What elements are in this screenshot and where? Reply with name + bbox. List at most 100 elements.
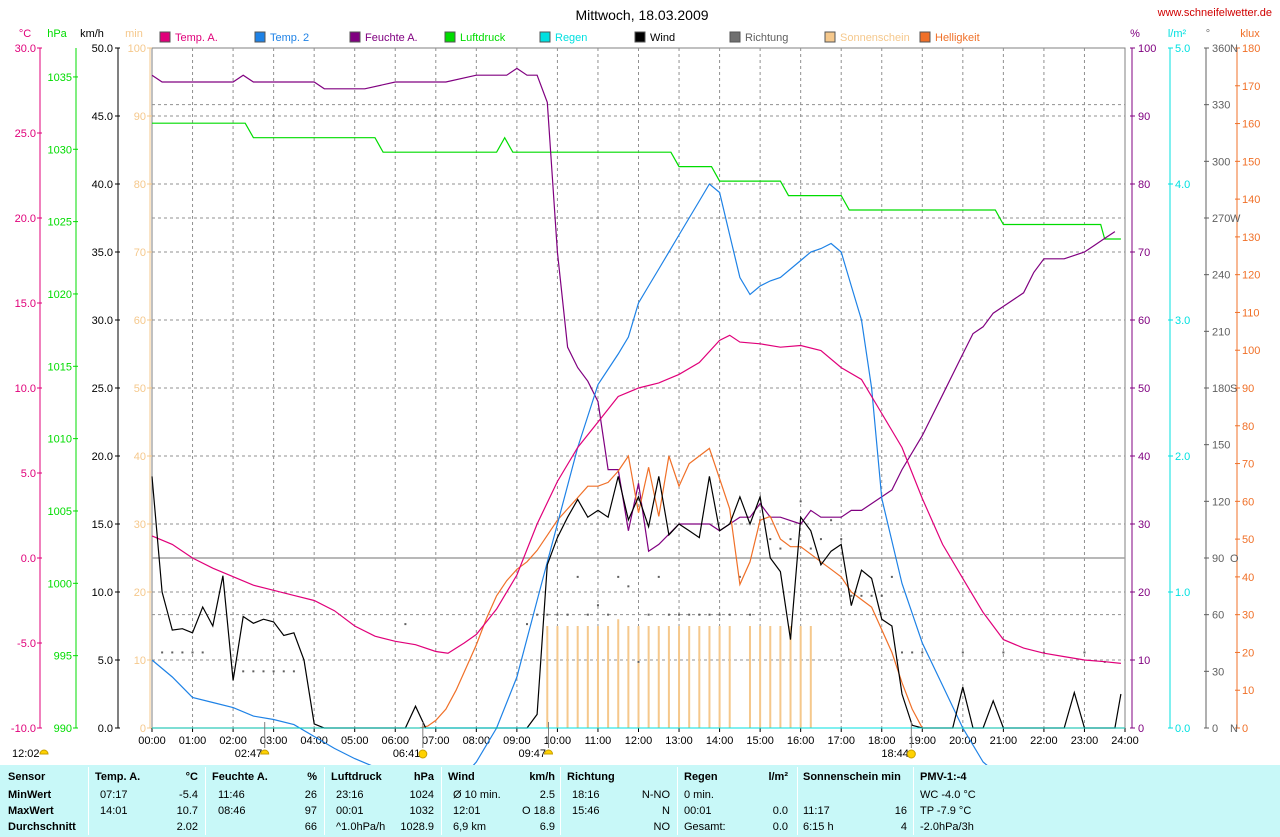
direction-dot	[191, 651, 194, 654]
stats-sunshine-time: 11:17	[803, 805, 830, 817]
axis-tick-label-sun_min: 90	[134, 111, 146, 123]
axis-tick-label-wind: 15.0	[92, 519, 113, 531]
axis-tick-label-direction: 300	[1212, 156, 1230, 168]
axis-tick-label-brightness: 130	[1242, 232, 1260, 244]
x-tick-label: 15:00	[746, 735, 774, 747]
legend-label-pressure: Luftdruck	[460, 32, 506, 44]
direction-dot	[586, 613, 589, 616]
stats-humidity-time: 11:46	[218, 789, 245, 801]
axis-tick-label-humidity: 30	[1138, 519, 1150, 531]
series-line-temp_2	[151, 183, 988, 765]
direction-dot	[546, 613, 549, 616]
direction-dot	[921, 651, 924, 654]
axis-tick-label-brightness: 70	[1242, 459, 1254, 471]
axis-tick-label-wind: 10.0	[92, 587, 113, 599]
series-line-pressure	[152, 122, 1121, 240]
stats-rain-time: Gesamt:	[684, 821, 726, 833]
axis-tick-label-direction: 120	[1212, 496, 1230, 508]
series-line-brightness	[152, 447, 1125, 729]
legend-swatch-wind	[634, 31, 646, 43]
axis-tick-label-brightness: 90	[1242, 383, 1254, 395]
axis-tick-label-direction: 0	[1212, 723, 1218, 735]
axis-tick-label-humidity: 80	[1138, 179, 1150, 191]
axis-tick-label-temp: 30.0	[15, 43, 36, 55]
stats-temp-time: 07:17	[100, 789, 128, 801]
x-tick-label: 06:00	[381, 735, 409, 747]
stats-pressure-time: ^1.0hPa/h	[336, 821, 386, 833]
axis-tick-label-brightness: 0	[1242, 723, 1248, 735]
direction-dot	[201, 651, 204, 654]
x-tick-label: 00:00	[138, 735, 166, 747]
direction-dot	[809, 547, 812, 550]
axis-tick-label-direction: 240	[1212, 270, 1230, 282]
stats-pmv-value: WC -4.0 °C	[920, 789, 976, 801]
time-marker-label: 09:47	[518, 748, 546, 760]
axis-tick-label-humidity: 90	[1138, 111, 1150, 123]
direction-dot	[708, 613, 711, 616]
axis-tick-label-brightness: 30	[1242, 610, 1254, 622]
site-url: www.schneifelwetter.de	[1157, 7, 1272, 19]
direction-dot	[890, 575, 893, 578]
x-tick-label: 02:00	[219, 735, 247, 747]
direction-dot	[728, 613, 731, 616]
sun-icon	[906, 749, 916, 759]
direction-dot	[596, 604, 599, 607]
axis-unit-label: °	[1206, 28, 1210, 40]
axis-tick-label-sun_min: 40	[134, 451, 146, 463]
stats-temp-value: -5.4	[179, 789, 198, 801]
legend-label-wind: Wind	[650, 32, 675, 44]
axis-tick-label-pressure: 1020	[48, 289, 72, 301]
axis-tick-label-rain: 1.0	[1175, 587, 1190, 599]
x-tick-label: 07:00	[422, 735, 450, 747]
direction-dot	[657, 575, 660, 578]
series-line-temp_a	[151, 334, 1121, 664]
series-line-humidity	[151, 67, 1116, 553]
stats-pressure-value: 1028.9	[400, 821, 434, 833]
axis-tick-label-pressure: 995	[54, 651, 72, 663]
x-tick-label: 09:00	[503, 735, 531, 747]
axis-tick-label-brightness: 80	[1242, 421, 1254, 433]
axis-tick-label-wind: 0.0	[98, 723, 113, 735]
direction-dot	[850, 594, 853, 597]
direction-dot	[860, 594, 863, 597]
direction-dot	[252, 670, 255, 673]
direction-dot	[789, 538, 792, 541]
legend-swatch-direction	[729, 31, 741, 43]
direction-dot	[181, 651, 184, 654]
direction-dot	[171, 651, 174, 654]
stats-temp-value: 10.7	[176, 805, 198, 817]
axis-tick-label-humidity: 70	[1138, 247, 1150, 259]
direction-dot	[840, 538, 843, 541]
direction-dot	[688, 613, 691, 616]
stats-header-dir: Richtung	[567, 771, 615, 783]
axis-tick-label-wind: 20.0	[92, 451, 113, 463]
moon-icon	[260, 749, 270, 755]
axis-tick-label-brightness: 110	[1242, 307, 1260, 319]
axis-tick-label-brightness: 170	[1242, 81, 1260, 93]
x-tick-label: 01:00	[179, 735, 207, 747]
axis-tick-label-humidity: 40	[1138, 451, 1150, 463]
axis-tick-label-temp: 5.0	[21, 468, 36, 480]
direction-dot	[779, 547, 782, 550]
x-tick-label: 21:00	[990, 735, 1018, 747]
chart-title: Mittwoch, 18.03.2009	[575, 7, 708, 23]
axis-tick-label-brightness: 160	[1242, 119, 1260, 131]
direction-dot	[576, 575, 579, 578]
legend-label-direction: Richtung	[745, 32, 788, 44]
axis-tick-label-wind: 35.0	[92, 247, 113, 259]
axis-unit-label: klux	[1240, 28, 1260, 40]
stats-pressure-value: 1024	[409, 789, 434, 801]
x-tick-label: 14:00	[706, 735, 734, 747]
axis-tick-label-humidity: 0	[1138, 723, 1144, 735]
weather-chart: Mittwoch, 18.03.2009 www.schneifelwetter.…	[11, 7, 1272, 765]
compass-label: O	[1230, 553, 1239, 565]
axis-tick-label-rain: 3.0	[1175, 315, 1190, 327]
direction-dot	[404, 623, 407, 626]
axis-tick-label-pressure: 1010	[48, 434, 72, 446]
axis-tick-label-sun_min: 10	[134, 655, 146, 667]
stats-column-separator	[677, 767, 678, 835]
x-tick-label: 22:00	[1030, 735, 1058, 747]
axis-tick-label-direction: 30	[1212, 666, 1224, 678]
axis-tick-label-brightness: 140	[1242, 194, 1260, 206]
axis-tick-label-sun_min: 0	[140, 723, 146, 735]
